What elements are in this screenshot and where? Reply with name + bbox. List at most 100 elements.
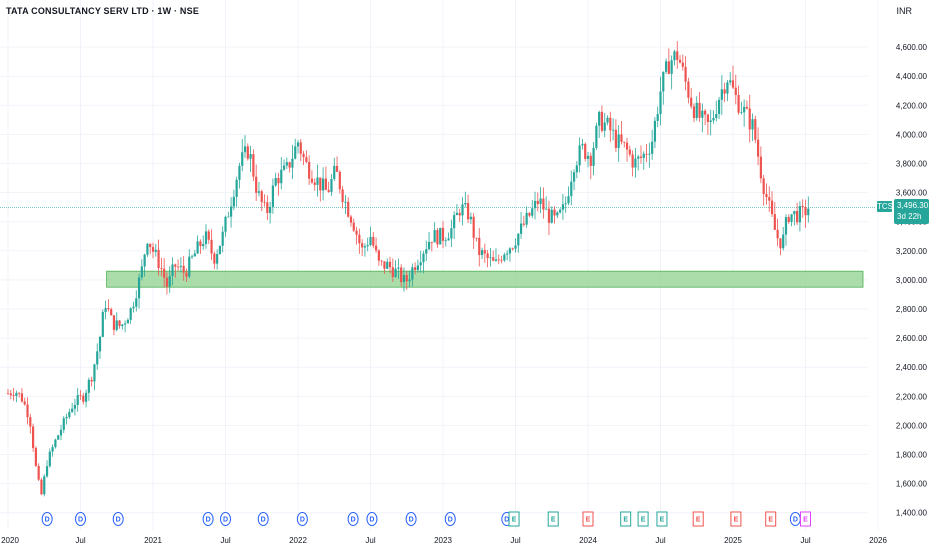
candle-body xyxy=(453,215,456,229)
candle-body xyxy=(305,157,308,163)
earnings-marker[interactable]: E xyxy=(547,511,559,527)
earnings-marker[interactable]: E xyxy=(620,511,632,527)
earnings-marker[interactable]: E xyxy=(692,511,704,527)
candle-body xyxy=(483,250,486,254)
candle-body xyxy=(299,142,302,154)
candle-body xyxy=(517,233,520,246)
dividend-marker[interactable]: D xyxy=(347,512,359,526)
candle-body xyxy=(522,223,525,225)
y-tick-label: 1,400.00 xyxy=(896,509,928,518)
dividend-marker[interactable]: D xyxy=(202,512,214,526)
candle-body xyxy=(667,61,670,74)
candle-body xyxy=(547,208,551,223)
candle-body xyxy=(154,249,157,252)
candle-body xyxy=(71,408,74,412)
candle-body xyxy=(218,245,222,255)
dividend-marker-shape xyxy=(444,512,456,526)
dividend-marker[interactable]: D xyxy=(112,512,124,526)
candle-body xyxy=(352,222,355,231)
time-axis[interactable]: 2020 Jul 2021 Jul 2022 Jul 2023 Jul 2024 Jul 2025 J… xyxy=(1,536,887,545)
x-tick-label: Jul xyxy=(800,536,810,545)
candle-body xyxy=(617,134,620,148)
candle-body xyxy=(793,210,796,215)
candle-body xyxy=(196,241,199,254)
y-tick-label: 3,600.00 xyxy=(896,189,928,198)
dividend-marker-shape xyxy=(405,512,417,526)
candle-body xyxy=(29,417,32,427)
candle-body xyxy=(372,236,375,246)
candle-body xyxy=(374,245,378,251)
x-tick-label: 2021 xyxy=(144,536,162,545)
earnings-marker[interactable]: E xyxy=(656,511,668,527)
candle-body xyxy=(366,244,369,247)
earnings-marker[interactable]: E xyxy=(582,511,594,527)
candle-body xyxy=(243,146,247,153)
dividend-marker[interactable]: D xyxy=(257,512,269,526)
dividend-marker-shape xyxy=(202,512,214,526)
candle-body xyxy=(266,202,269,213)
candle-body xyxy=(411,267,414,280)
candle-body xyxy=(54,439,57,448)
earnings-marker[interactable]: E xyxy=(765,511,777,527)
candle-body xyxy=(759,156,762,179)
candle-body xyxy=(207,231,210,240)
candle-body xyxy=(321,178,325,191)
candle-body xyxy=(361,243,364,248)
candle-body xyxy=(773,214,776,230)
dividend-marker[interactable]: D xyxy=(789,512,801,526)
candle-body xyxy=(598,111,601,126)
candle-body xyxy=(801,206,804,208)
candle-body xyxy=(324,178,327,190)
dividend-marker[interactable]: D xyxy=(405,512,417,526)
dividend-marker[interactable]: D xyxy=(41,512,53,526)
earnings-marker[interactable]: E xyxy=(730,511,742,527)
candle-body xyxy=(34,447,37,466)
candle-body xyxy=(712,117,715,121)
earnings-marker[interactable]: E xyxy=(637,511,649,527)
y-tick-label: 2,000.00 xyxy=(896,421,928,430)
dividend-marker[interactable]: D xyxy=(75,512,86,526)
candle-body xyxy=(182,265,185,273)
dividend-marker[interactable]: D xyxy=(444,512,456,526)
price-axis[interactable]: 1,400.00 1,600.00 1,800.00 2,000.00 2,200.00… xyxy=(896,43,928,518)
candle-body xyxy=(751,119,754,130)
candle-body xyxy=(335,165,339,172)
dividend-marker[interactable]: D xyxy=(220,512,231,526)
dividend-marker-shape xyxy=(75,512,86,526)
earnings-marker-shape xyxy=(656,511,668,527)
candle-body xyxy=(796,210,799,223)
candle-body xyxy=(662,71,665,92)
candle-body xyxy=(651,141,654,154)
candle-body xyxy=(199,241,202,247)
candle-body xyxy=(294,146,297,159)
candle-body xyxy=(425,249,428,254)
dividend-marker[interactable]: D xyxy=(296,512,308,526)
dividend-marker[interactable]: D xyxy=(366,512,378,526)
candle-body xyxy=(754,119,757,140)
candle-body xyxy=(762,178,765,195)
candle-body xyxy=(439,227,442,245)
support-zone-rectangle[interactable] xyxy=(106,270,864,288)
candle-body xyxy=(358,234,361,244)
candle-body xyxy=(174,264,177,267)
event-marker-label: D xyxy=(793,517,798,524)
candle-body xyxy=(480,250,484,256)
candle-body xyxy=(101,312,104,337)
candle-body xyxy=(202,244,205,247)
candle-body xyxy=(151,247,155,252)
candle-body xyxy=(149,243,152,248)
candle-body xyxy=(386,261,389,269)
candle-body xyxy=(310,178,314,183)
candle-body xyxy=(525,212,528,225)
candle-body xyxy=(455,212,459,216)
earnings-marker[interactable]: E xyxy=(508,511,520,527)
x-tick-label: Jul xyxy=(365,536,375,545)
candle-body xyxy=(132,306,135,309)
candle-body xyxy=(709,120,712,122)
symbol-title[interactable]: TATA CONSULTANCY SERV LTD · 1W · NSE xyxy=(6,6,200,16)
earnings-marker[interactable]: E xyxy=(800,511,811,527)
candle-body xyxy=(567,196,570,204)
candle-body xyxy=(269,206,272,213)
